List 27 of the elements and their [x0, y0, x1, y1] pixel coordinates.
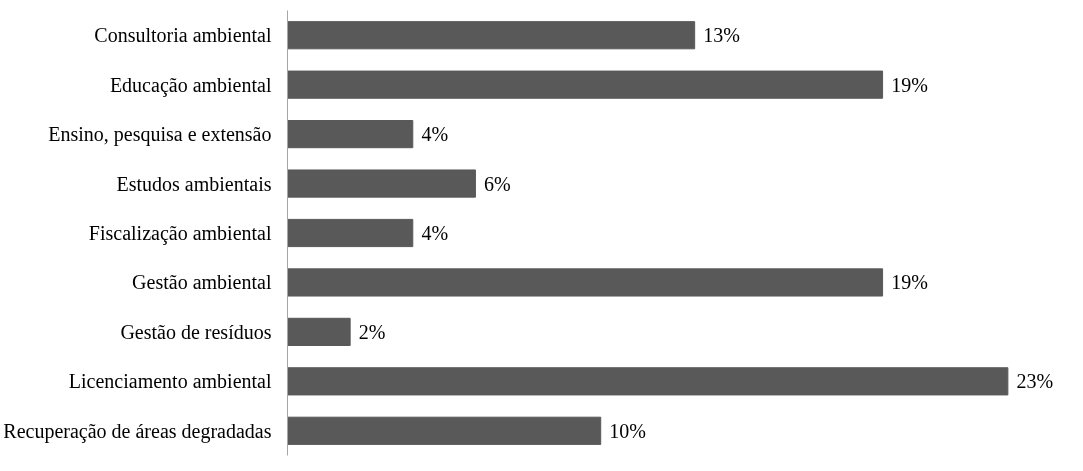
- bar: [287, 169, 476, 198]
- data-label: 19%: [891, 73, 928, 96]
- data-label: 4%: [421, 123, 449, 146]
- bar: [287, 21, 696, 50]
- bar: [287, 70, 884, 99]
- y-tick-label: Recuperação de áreas degradadas: [3, 419, 272, 443]
- y-tick-label: Fiscalização ambiental: [88, 222, 272, 245]
- y-tick-label: Educação ambiental: [109, 73, 272, 97]
- y-tick-label: Gestão de resíduos: [120, 320, 272, 343]
- data-label: 2%: [358, 320, 386, 343]
- bar: [287, 268, 884, 297]
- y-tick-label: Gestão ambiental: [132, 271, 272, 294]
- y-tick-label: Estudos ambientais: [116, 172, 272, 195]
- bar: [287, 218, 414, 248]
- y-tick-label: Consultoria ambiental: [94, 24, 272, 47]
- data-label: 10%: [609, 419, 647, 442]
- bar: [287, 317, 351, 346]
- bar: [287, 120, 414, 149]
- y-tick-label: Licenciamento ambiental: [68, 370, 272, 393]
- data-label: 13%: [703, 24, 740, 47]
- bar: [287, 416, 602, 445]
- data-label: 6%: [484, 172, 511, 195]
- y-tick-label: Ensino, pesquisa e extensão: [48, 123, 272, 147]
- bar: [287, 367, 1009, 396]
- data-label: 19%: [891, 271, 928, 294]
- data-label: 23%: [1016, 370, 1054, 393]
- data-label: 4%: [421, 222, 449, 244]
